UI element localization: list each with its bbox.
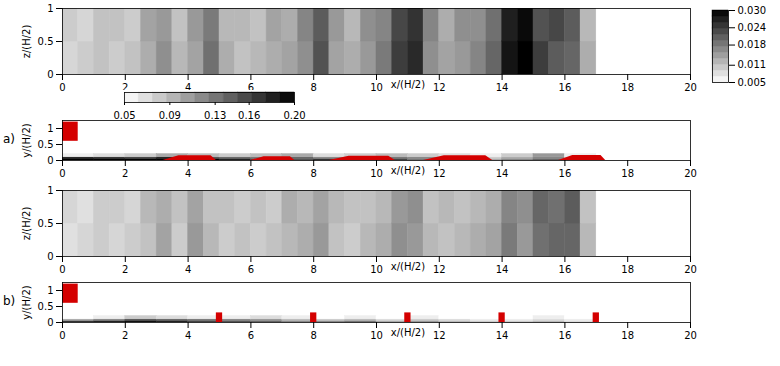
svg-text:20: 20 [684, 264, 697, 275]
svg-text:0.16: 0.16 [238, 110, 260, 121]
svg-text:0.13: 0.13 [204, 110, 226, 121]
svg-text:18: 18 [621, 330, 634, 341]
svg-text:12: 12 [433, 82, 446, 93]
svg-text:6: 6 [248, 168, 254, 179]
svg-text:0.030: 0.030 [738, 5, 767, 16]
svg-text:10: 10 [370, 168, 383, 179]
svg-text:0.5: 0.5 [38, 301, 54, 312]
svg-text:8: 8 [311, 264, 317, 275]
svg-text:12: 12 [433, 330, 446, 341]
svg-text:10: 10 [370, 330, 383, 341]
svg-text:2: 2 [122, 81, 129, 93]
svg-text:y/(H/2): y/(H/2) [21, 285, 32, 319]
svg-text:0: 0 [59, 168, 65, 179]
svg-text:x/(H/2): x/(H/2) [391, 79, 425, 90]
svg-text:20: 20 [684, 168, 697, 179]
svg-text:6: 6 [248, 330, 254, 341]
svg-text:1: 1 [47, 3, 53, 14]
svg-text:0: 0 [59, 330, 65, 341]
svg-text:4: 4 [185, 168, 191, 179]
svg-text:16: 16 [559, 168, 572, 179]
svg-text:2: 2 [122, 264, 128, 275]
svg-text:18: 18 [621, 168, 634, 179]
svg-text:0: 0 [47, 317, 53, 328]
svg-text:16: 16 [559, 330, 572, 341]
svg-text:0.018: 0.018 [738, 39, 767, 50]
svg-text:0: 0 [59, 264, 65, 275]
svg-text:0: 0 [59, 82, 65, 93]
svg-text:0.024: 0.024 [738, 22, 767, 33]
svg-text:0: 0 [47, 69, 53, 80]
svg-text:2: 2 [122, 168, 128, 179]
svg-text:8: 8 [311, 168, 317, 179]
svg-text:x/(H/2): x/(H/2) [391, 261, 425, 272]
svg-text:14: 14 [496, 264, 509, 275]
svg-text:10: 10 [370, 264, 383, 275]
svg-text:6: 6 [247, 81, 255, 93]
svg-text:0.005: 0.005 [738, 77, 767, 88]
svg-text:12: 12 [433, 264, 446, 275]
svg-text:1: 1 [47, 123, 53, 134]
svg-text:16: 16 [559, 264, 572, 275]
svg-text:0.05: 0.05 [113, 110, 135, 121]
svg-text:0.20: 0.20 [283, 110, 305, 121]
svg-text:0: 0 [47, 251, 53, 262]
svg-text:4: 4 [184, 81, 192, 93]
svg-text:0.011: 0.011 [738, 59, 767, 70]
svg-text:18: 18 [621, 82, 634, 93]
svg-text:y/(H/2): y/(H/2) [21, 123, 32, 157]
svg-text:8: 8 [311, 82, 317, 93]
svg-text:0: 0 [47, 155, 53, 166]
svg-text:z/(H/2): z/(H/2) [21, 25, 32, 59]
svg-text:6: 6 [248, 264, 254, 275]
svg-text:z/(H/2): z/(H/2) [21, 207, 32, 241]
svg-text:20: 20 [684, 82, 697, 93]
html-text:b): b) [3, 294, 16, 308]
svg-text:12: 12 [433, 168, 446, 179]
svg-text:8: 8 [311, 330, 317, 341]
svg-text:x/(H/2): x/(H/2) [391, 165, 425, 176]
svg-text:4: 4 [185, 264, 191, 275]
svg-text:14: 14 [496, 168, 509, 179]
svg-text:4: 4 [185, 330, 191, 341]
svg-text:1: 1 [47, 285, 53, 296]
svg-text:14: 14 [496, 330, 509, 341]
svg-text:14: 14 [496, 82, 509, 93]
svg-text:10: 10 [370, 82, 383, 93]
svg-text:0.5: 0.5 [38, 36, 54, 47]
html-text:a): a) [3, 132, 15, 146]
svg-text:0.09: 0.09 [159, 110, 181, 121]
svg-text:20: 20 [684, 330, 697, 341]
svg-text:0.5: 0.5 [38, 218, 54, 229]
svg-text:x/(H/2): x/(H/2) [391, 327, 425, 338]
svg-text:2: 2 [122, 330, 128, 341]
svg-text:1: 1 [47, 185, 53, 196]
svg-text:16: 16 [559, 82, 572, 93]
svg-text:0.5: 0.5 [38, 139, 54, 150]
svg-text:18: 18 [621, 264, 634, 275]
